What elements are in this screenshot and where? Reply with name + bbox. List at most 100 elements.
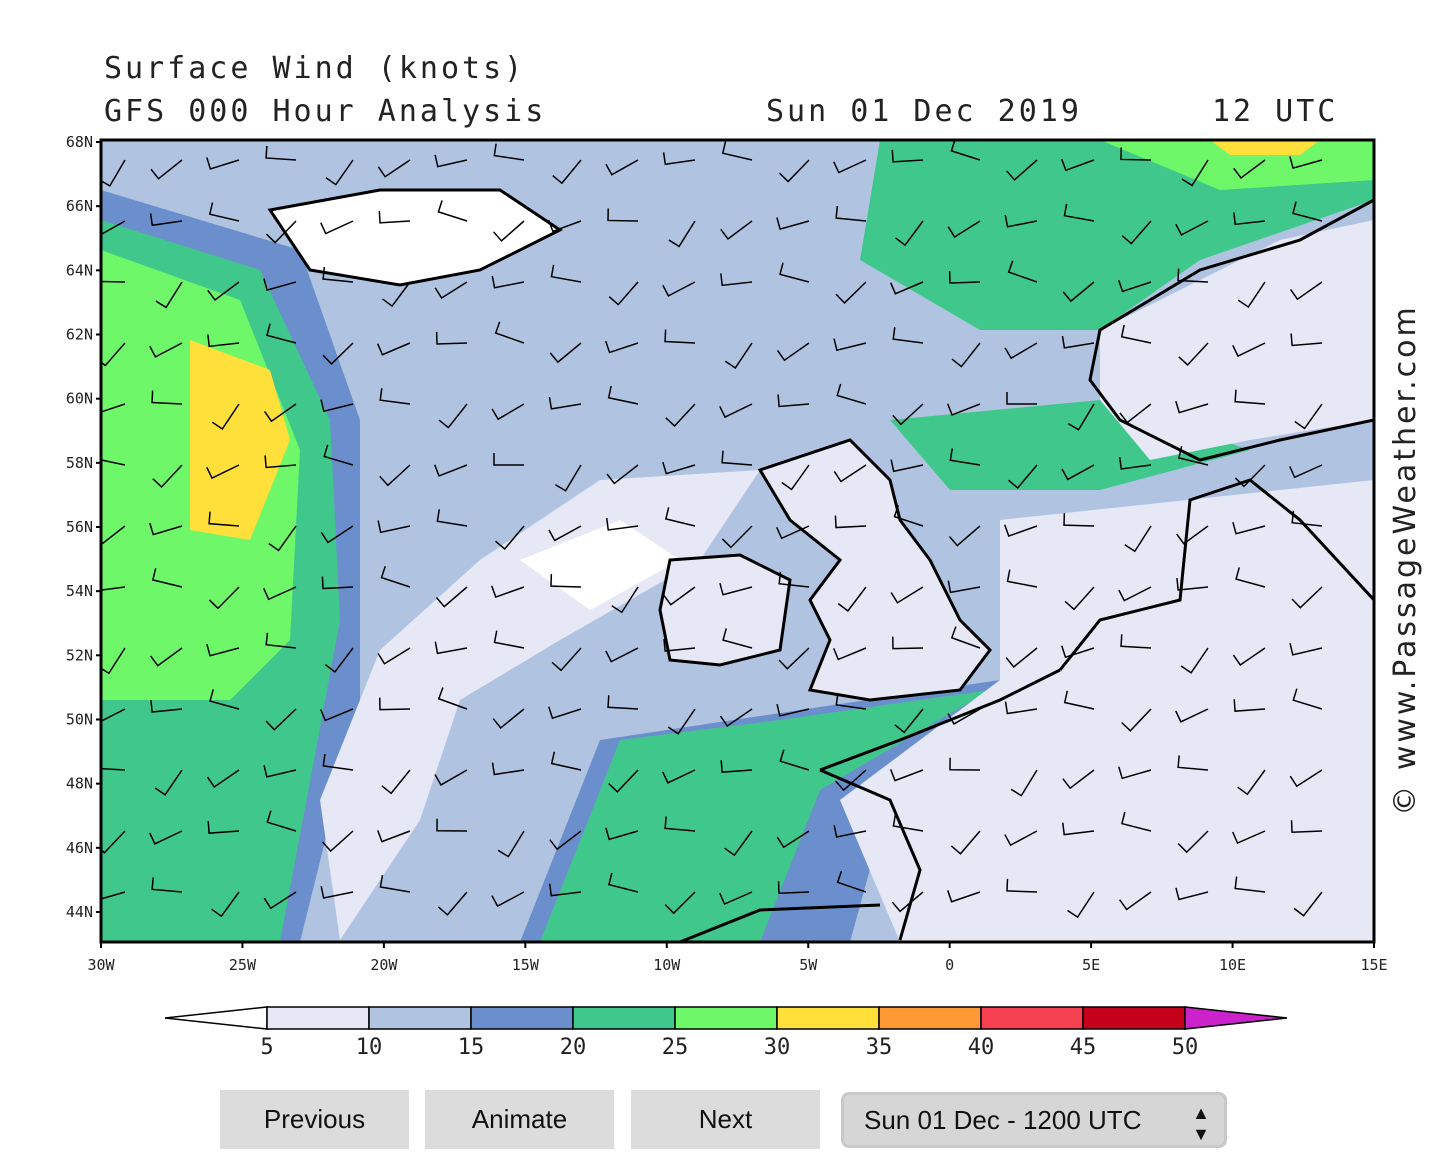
wind-barb xyxy=(1061,335,1095,349)
wind-barb xyxy=(890,586,924,604)
wind-barb xyxy=(608,281,639,306)
wind-barb xyxy=(777,881,810,895)
wind-barb xyxy=(434,281,468,300)
wind-barb xyxy=(1289,643,1323,656)
wind-barb xyxy=(1062,822,1095,836)
wind-barb xyxy=(1290,820,1323,834)
wind-barb xyxy=(497,830,525,858)
wind-barb xyxy=(833,159,867,174)
wind-barb xyxy=(664,891,696,915)
wind-barb xyxy=(211,891,240,918)
wind-barb xyxy=(320,399,354,413)
wind-barb xyxy=(491,275,525,289)
lon-label: 5W xyxy=(799,956,818,974)
wind-barb xyxy=(1176,578,1209,591)
legend-label: 40 xyxy=(968,1035,995,1060)
wind-barb xyxy=(1006,569,1038,588)
wind-barb xyxy=(1232,342,1266,358)
wind-barb xyxy=(778,647,810,670)
wind-barb xyxy=(779,262,810,283)
wind-barb xyxy=(1232,521,1266,535)
wind-barb xyxy=(1120,324,1152,344)
wind-barb xyxy=(1008,464,1038,490)
wind-barb xyxy=(378,697,411,711)
wind-barb xyxy=(1010,769,1038,797)
wind-barb xyxy=(608,769,639,793)
wind-barb xyxy=(266,323,297,344)
animate-button[interactable]: Animate xyxy=(425,1090,614,1149)
wind-barb xyxy=(1005,159,1038,181)
time-select[interactable]: Sun 01 Dec - 1200 UTC ▲ ▼ xyxy=(841,1092,1227,1148)
wind-barb xyxy=(1121,708,1152,732)
wind-barb xyxy=(377,520,411,534)
wind-barb xyxy=(664,329,696,344)
lon-axis: 30W 25W 20W 15W 10W 5W 0 5E 10E 15E xyxy=(87,942,1388,974)
lat-label: 52N xyxy=(66,646,93,664)
subtitle: GFS 000 Hour Analysis xyxy=(104,94,546,129)
wind-barb xyxy=(664,507,696,527)
wind-barb xyxy=(1006,878,1038,893)
wind-barb xyxy=(1004,830,1038,847)
next-button[interactable]: Next xyxy=(631,1090,820,1149)
wind-barb xyxy=(834,515,867,529)
wind-barb xyxy=(547,219,582,233)
previous-button[interactable]: Previous xyxy=(220,1090,409,1149)
wind-barb xyxy=(321,576,354,590)
wind-barb xyxy=(950,626,981,649)
wind-barb xyxy=(664,816,696,832)
wind-barb xyxy=(1063,513,1095,527)
wind-barb xyxy=(433,464,468,477)
wind-barb xyxy=(1063,203,1095,222)
wind-barb xyxy=(434,769,468,786)
wind-barb xyxy=(832,647,867,661)
wind-barb xyxy=(149,213,183,227)
wind-barb xyxy=(833,464,867,483)
wind-barb xyxy=(607,695,639,710)
wind-barb xyxy=(1175,220,1209,236)
wind-barb xyxy=(263,403,297,423)
wind-barb xyxy=(1067,891,1095,919)
wind-barb xyxy=(1005,647,1038,668)
wind-barb xyxy=(1121,811,1152,832)
legend-swatch xyxy=(470,1006,574,1030)
legend-swatch xyxy=(1082,1006,1186,1030)
wind-barb xyxy=(265,145,297,161)
wind-barb xyxy=(662,152,696,166)
wind-barb xyxy=(1119,891,1152,911)
wind-barb xyxy=(835,206,867,222)
wind-barb xyxy=(724,342,753,369)
wind-barb xyxy=(1234,389,1266,405)
wind-barb xyxy=(668,220,696,248)
lat-label: 54N xyxy=(66,582,93,600)
wind-barb xyxy=(605,647,639,663)
lon-label: 25W xyxy=(229,956,257,974)
wind-barb xyxy=(1119,403,1152,424)
wind-barb xyxy=(949,448,981,466)
wind-barb xyxy=(381,769,411,795)
wind-barb xyxy=(1062,769,1095,790)
wind-barb xyxy=(101,220,126,236)
wind-barb xyxy=(434,154,468,168)
wind-barb xyxy=(607,385,639,405)
wind-barb xyxy=(719,582,753,596)
wind-barb xyxy=(778,159,810,183)
wind-barb xyxy=(548,396,582,410)
wind-barb xyxy=(380,565,411,588)
wind-barb xyxy=(1004,701,1038,715)
wind-barb xyxy=(436,509,468,527)
legend-label: 45 xyxy=(1070,1035,1097,1060)
wind-barb xyxy=(1291,510,1323,527)
wind-barb xyxy=(1233,699,1266,712)
wind-barb xyxy=(1061,464,1095,481)
wind-barb xyxy=(950,140,981,161)
wind-barb xyxy=(1180,647,1209,674)
wind-barb xyxy=(377,342,411,356)
lat-label: 44N xyxy=(66,903,93,921)
wind-barb xyxy=(947,708,981,725)
wind-barb xyxy=(947,580,981,594)
wind-barb xyxy=(1120,147,1152,161)
wind-barb xyxy=(662,769,696,784)
wind-barb xyxy=(836,870,867,893)
wind-barb xyxy=(101,586,126,591)
wind-barb xyxy=(1007,260,1038,283)
